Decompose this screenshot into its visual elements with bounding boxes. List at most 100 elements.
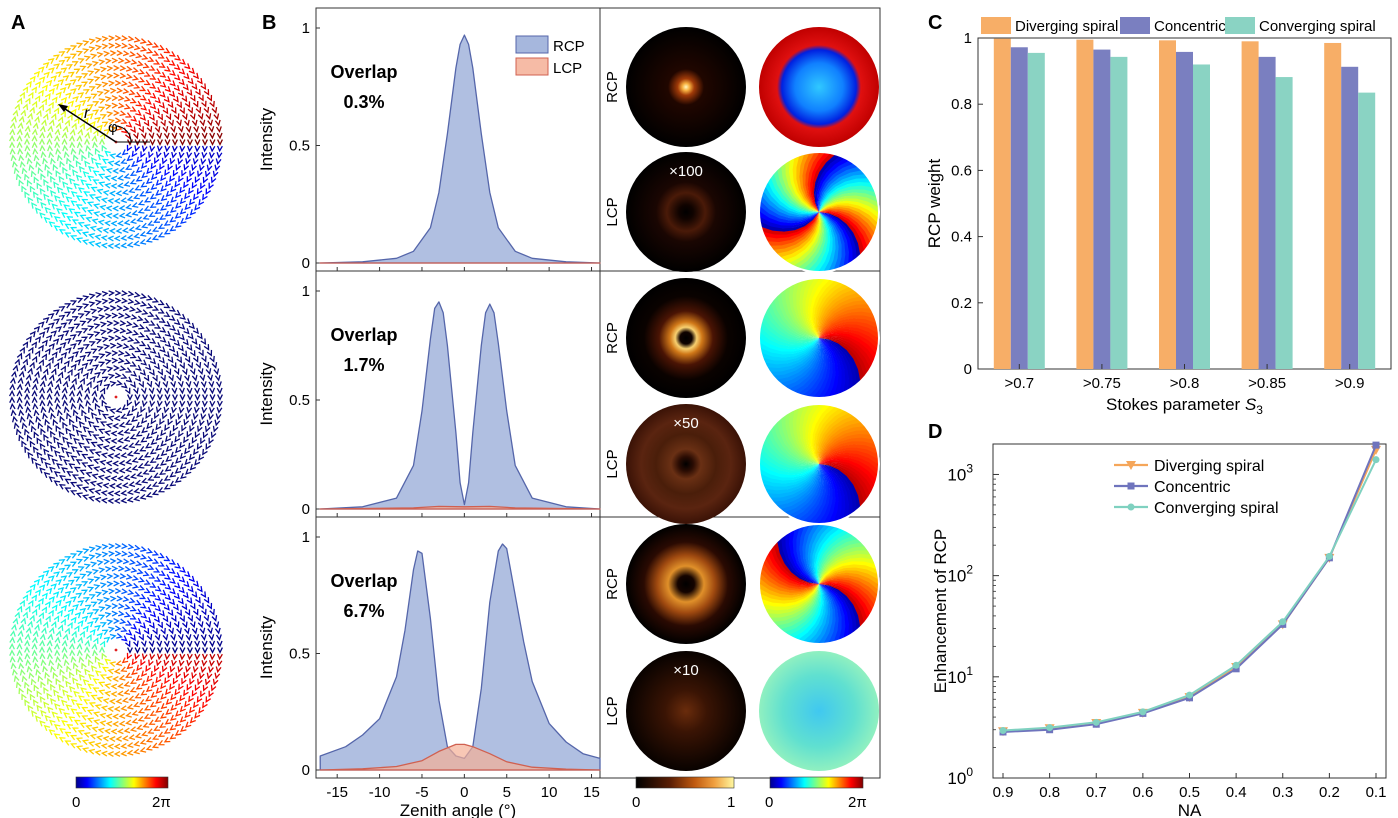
intensity-tick-label: 0.5 <box>289 646 310 663</box>
intensity-colorbar <box>635 776 735 789</box>
legend-item: Converging spiral <box>1114 500 1279 517</box>
intensity-axis-label: Intensity <box>257 107 276 171</box>
rcp-curve <box>319 34 601 264</box>
na-tick: 0.9 <box>993 784 1014 801</box>
bar <box>1193 64 1210 369</box>
legend-rcp: RCP <box>553 38 585 55</box>
bar <box>1027 52 1045 370</box>
intensity-tick-label: 0.5 <box>289 138 310 155</box>
zenith-tick-label: 5 <box>503 784 511 801</box>
zenith-axis-label: Zenith angle (°) <box>400 801 516 818</box>
panel-label-c: C <box>928 12 942 34</box>
panel-label-b: B <box>262 12 276 34</box>
panel-b-intensity-plots: 0 0.5 1 Intensity Overlap 0.3% 0 0.5 1 Intensity O… <box>257 7 881 818</box>
rcp-weight-tick: 0.6 <box>951 162 972 179</box>
magnification-label: ×50 <box>673 415 698 432</box>
overlap-value: 6.7% <box>343 601 384 621</box>
bar <box>1358 92 1376 370</box>
rcp-intensity-map <box>626 278 746 398</box>
enhancement-tick: 103 <box>947 461 973 484</box>
na-axis-label: NA <box>1178 801 1202 818</box>
category-tick: >0.9 <box>1335 375 1365 392</box>
point <box>1232 661 1240 669</box>
zenith-tick-label: 0 <box>460 784 468 801</box>
panel-label-a: A <box>11 12 25 34</box>
legend-label: Diverging spiral <box>1154 458 1264 475</box>
intensity-tick-label: 0 <box>302 762 310 779</box>
point <box>999 726 1007 734</box>
zenith-tick-label: -15 <box>326 784 348 801</box>
lcp-side-label: LCP <box>604 696 621 725</box>
phi-label: φ <box>108 119 118 136</box>
metasurface-disk <box>9 289 223 504</box>
rcp-intensity-map <box>626 27 746 147</box>
rcp-weight-tick: 0.8 <box>951 96 972 113</box>
panel-c-bar-chart: 0 0.2 0.4 0.6 0.8 1 >0.7 >0.75 >0.8 >0.85 >0.9 RCP … <box>925 17 1392 417</box>
legend-item: Concentric <box>1114 479 1230 496</box>
zenith-tick-label: 15 <box>583 784 600 801</box>
intensity-colorbar-min: 0 <box>632 794 640 811</box>
rcp-curve <box>319 301 601 510</box>
lcp-intensity-map <box>626 651 746 771</box>
zenith-tick-label: -10 <box>369 784 391 801</box>
rcp-weight-tick: 1 <box>964 30 972 47</box>
bar <box>1241 41 1259 370</box>
metasurface-disk <box>9 542 223 757</box>
lcp-curve <box>319 505 601 510</box>
enhancement-tick: 100 <box>947 765 973 788</box>
intensity-tick-label: 1 <box>302 529 310 546</box>
intensity-axis-label: Intensity <box>257 615 276 679</box>
rcp-side-label: RCP <box>604 322 621 354</box>
na-tick: 0.1 <box>1366 784 1387 801</box>
lcp-phase-map <box>759 651 879 771</box>
intensity-tick-label: 0 <box>302 501 310 518</box>
intensity-tick-label: 0 <box>302 255 310 272</box>
panel-a-metasurfaces <box>9 34 223 757</box>
intensity-colorbar-max: 1 <box>727 794 735 811</box>
bar <box>1110 56 1128 369</box>
bar <box>1258 56 1276 369</box>
na-tick: 0.5 <box>1179 784 1200 801</box>
point <box>1325 552 1333 560</box>
bar <box>1076 39 1094 369</box>
panel-a-colorbar-max: 2π <box>152 794 171 811</box>
bar <box>993 38 1011 370</box>
overlap-value: 1.7% <box>343 355 384 375</box>
r-label: r <box>84 105 90 122</box>
intensity-tick-label: 1 <box>302 283 310 300</box>
radius-annotation: r φ <box>58 104 150 143</box>
stokes-axis-label: Stokes parameter S3 <box>1106 395 1263 417</box>
point <box>1092 718 1100 726</box>
point <box>1232 665 1240 673</box>
field-maps-row: ×50 RCP LCP <box>604 277 880 525</box>
lcp-side-label: LCP <box>604 449 621 478</box>
point <box>1186 691 1193 699</box>
enhancement-tick: 101 <box>947 664 973 687</box>
category-tick: >0.7 <box>1004 375 1034 392</box>
na-tick: 0.4 <box>1226 784 1247 801</box>
na-tick: 0.7 <box>1086 784 1107 801</box>
legend-item: Concentric <box>1120 17 1226 35</box>
panel-a-colorbar-min: 0 <box>72 794 80 811</box>
rcp-side-label: RCP <box>604 71 621 103</box>
lcp-side-label: LCP <box>604 197 621 226</box>
point <box>1046 724 1054 732</box>
intensity-tick-label: 1 <box>302 20 310 37</box>
point <box>1139 708 1147 716</box>
bar <box>1093 49 1111 370</box>
na-tick: 0.2 <box>1319 784 1340 801</box>
panel-b-legend: RCP LCP <box>515 35 585 77</box>
overlap-label: Overlap <box>330 571 397 591</box>
panel-d-line-chart: 100 101 102 103 0.9 0.8 0.7 0.6 0.5 0.4 0.3 0.2 0.1 N… <box>931 441 1387 818</box>
zenith-tick-label: 10 <box>541 784 558 801</box>
na-tick: 0.6 <box>1132 784 1153 801</box>
category-tick: >0.8 <box>1170 375 1200 392</box>
field-maps-row: ×100 RCP LCP <box>604 27 880 273</box>
point <box>1279 618 1287 626</box>
rcp-weight-tick: 0 <box>964 361 972 378</box>
rcp-weight-tick: 0.2 <box>951 295 972 312</box>
point <box>1372 456 1380 464</box>
intensity-tick-label: 0.5 <box>289 392 310 409</box>
phase-colorbar-max: 2π <box>848 794 867 811</box>
panel-label-d: D <box>928 421 942 443</box>
